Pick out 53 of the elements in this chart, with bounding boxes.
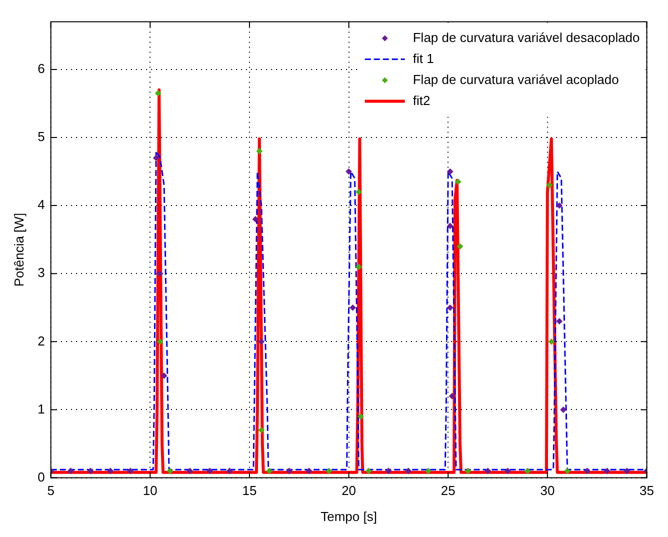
y-tick-label: 4: [38, 197, 45, 212]
x-tick-label: 5: [47, 483, 54, 498]
point: [447, 304, 454, 311]
point: [326, 468, 332, 474]
point: [350, 304, 356, 311]
point: [161, 372, 168, 379]
legend-label: fit2: [412, 92, 430, 108]
y-tick-label: 5: [38, 129, 45, 144]
y-axis-title: Potência [W]: [11, 212, 26, 287]
legend-label: fit 1: [412, 50, 434, 66]
y-tick-label: 2: [38, 333, 45, 348]
point: [457, 243, 464, 250]
point: [366, 468, 372, 474]
point: [560, 406, 566, 413]
point: [167, 468, 174, 474]
point: [447, 168, 454, 175]
point: [548, 338, 554, 345]
point: [258, 427, 264, 434]
x-tick-label: 35: [640, 483, 654, 498]
y-tick-label: 0: [38, 469, 45, 484]
point: [153, 154, 160, 161]
point: [524, 468, 531, 474]
point: [155, 90, 162, 96]
point: [464, 468, 471, 474]
y-tick-label: 3: [38, 265, 45, 280]
point: [455, 178, 462, 185]
y-tick-label: 1: [38, 401, 45, 416]
point: [358, 414, 364, 420]
point: [256, 148, 262, 154]
point: [266, 468, 272, 474]
point: [258, 338, 264, 345]
legend-label: Flap de curvatura variável desacoplado: [412, 30, 640, 45]
x-tick-label: 15: [242, 483, 257, 498]
x-tick-label: 25: [440, 483, 456, 498]
x-tick-label: 20: [342, 483, 356, 498]
x-tick-label: 10: [142, 483, 158, 498]
point: [546, 182, 552, 188]
point: [346, 168, 352, 175]
point: [447, 222, 454, 229]
point: [157, 270, 164, 277]
point: [252, 216, 258, 222]
point: [356, 264, 362, 270]
point: [157, 338, 164, 345]
point: [356, 188, 362, 195]
point: [564, 468, 570, 474]
y-tick-label: 6: [38, 61, 45, 76]
x-tick-label: 30: [540, 483, 555, 498]
legend-label: Flap de curvatura variável acoplado: [412, 72, 619, 87]
point: [449, 393, 456, 400]
point: [556, 202, 562, 209]
point: [425, 468, 432, 474]
point: [556, 318, 562, 324]
x-axis-title: Tempo [s]: [320, 508, 377, 524]
